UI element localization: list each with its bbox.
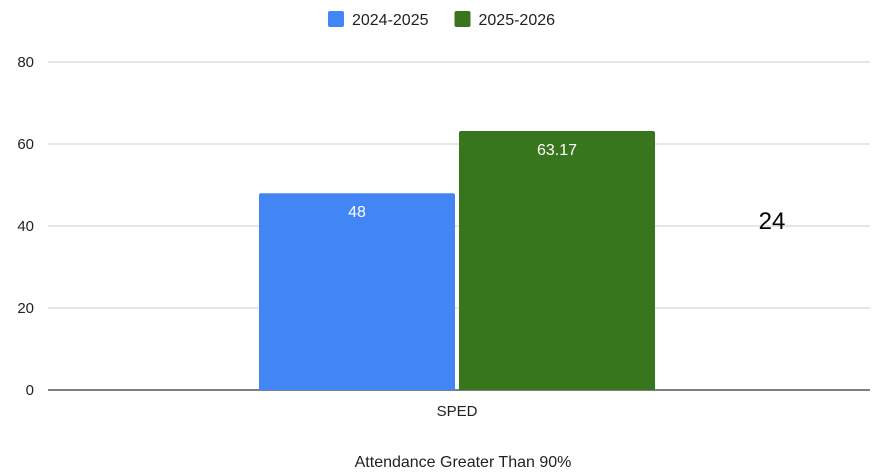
y-tick-label: 60 (17, 136, 34, 153)
annotation-value: 24 (759, 208, 786, 235)
y-tick-label: 80 (17, 54, 34, 71)
data-labels: 48 63.17 (348, 142, 577, 221)
y-axis-ticks: 0 20 40 60 80 (17, 54, 34, 399)
legend: 2024-2025 2025-2026 (327, 11, 556, 29)
bars (259, 131, 655, 391)
legend-label: 2025-2026 (479, 12, 556, 29)
data-label: 48 (348, 204, 366, 221)
legend-swatch (454, 11, 471, 27)
legend-swatch (327, 11, 344, 27)
y-tick-label: 0 (26, 382, 34, 399)
bar-2024-2025 (259, 193, 455, 390)
y-tick-label: 40 (17, 218, 34, 235)
bar-2025-2026 (459, 131, 655, 391)
x-tick-label: SPED (437, 403, 478, 420)
x-axis-title: Attendance Greater Than 90% (355, 454, 572, 470)
x-axis-ticks: SPED (437, 403, 478, 420)
data-label: 63.17 (537, 142, 577, 159)
y-tick-label: 20 (17, 300, 34, 317)
legend-label: 2024-2025 (352, 12, 429, 29)
